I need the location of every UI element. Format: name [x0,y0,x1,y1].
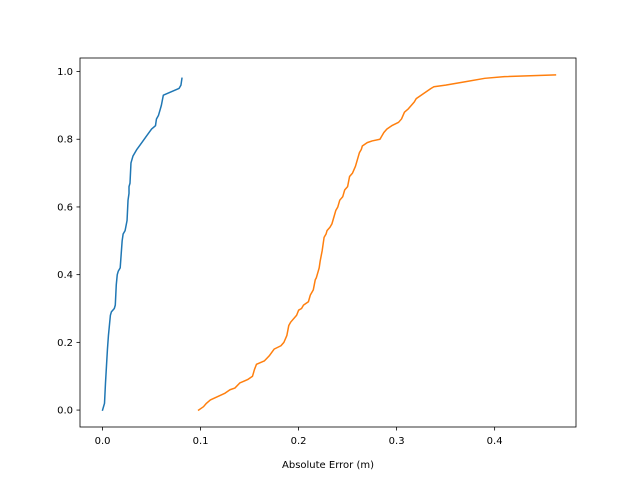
plot-frame [79,57,577,428]
x-tick-label: 0.2 [291,436,307,447]
y-axis: 0.0 0.2 0.4 0.6 0.8 1.0 [57,67,80,417]
y-tick-label: 0.4 [57,270,73,281]
x-axis: 0.0 0.1 0.2 0.3 0.4 [95,427,503,447]
series-line-1 [101,77,183,411]
y-tick-label: 0.8 [57,135,73,146]
x-tick-label: 0.3 [389,436,405,447]
y-tick-label: 0.0 [57,406,73,417]
y-tick-label: 0.6 [57,202,73,213]
y-tick-label: 0.2 [57,338,73,349]
series-layer [101,74,557,412]
x-tick-label: 0.0 [95,436,111,447]
series-line-2 [197,74,557,412]
x-axis-title: Absolute Error (m) [282,460,374,471]
y-tick-label: 1.0 [57,67,73,78]
x-tick-label: 0.4 [487,436,503,447]
x-tick-label: 0.1 [193,436,209,447]
